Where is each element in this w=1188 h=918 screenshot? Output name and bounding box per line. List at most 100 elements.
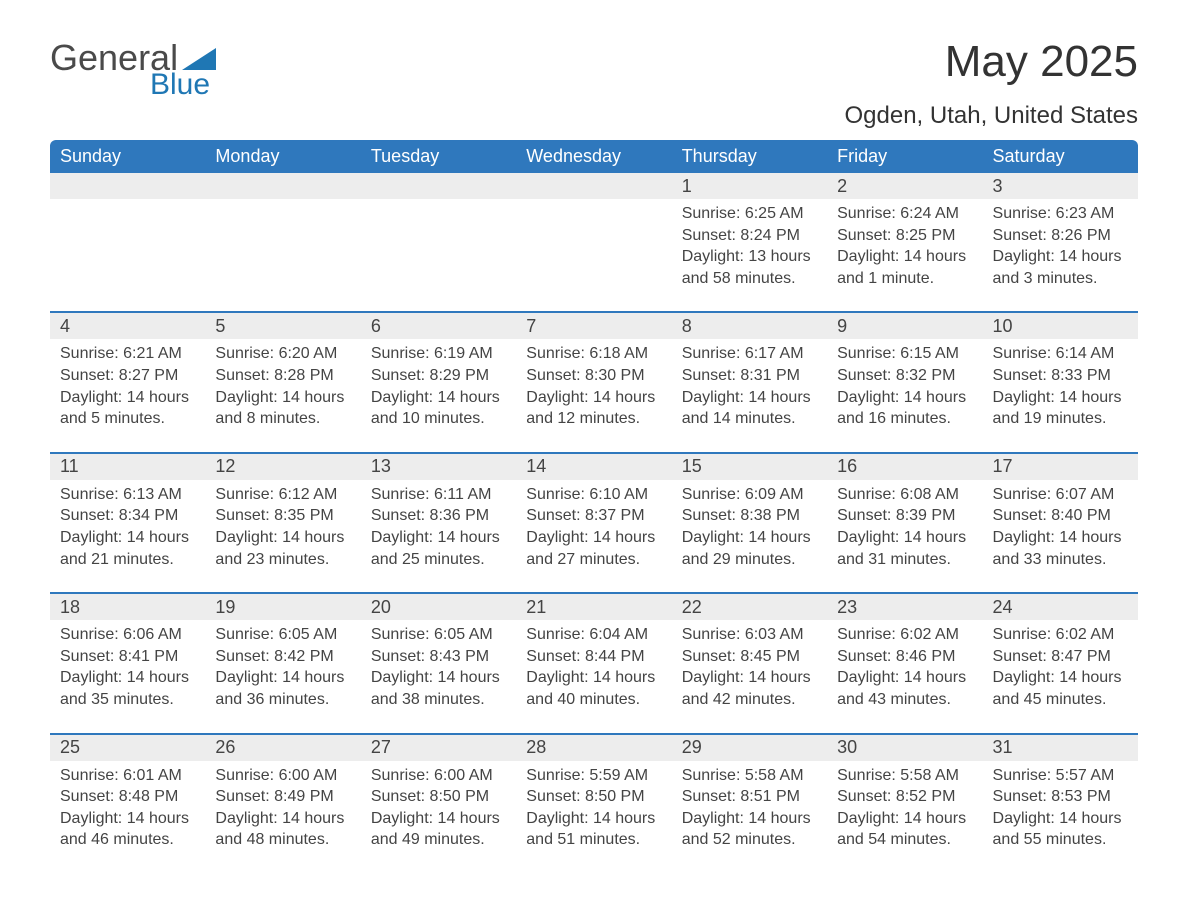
day-detail-row: Sunrise: 6:01 AMSunset: 8:48 PMDaylight:… <box>50 761 1138 873</box>
day-detail-row: Sunrise: 6:06 AMSunset: 8:41 PMDaylight:… <box>50 620 1138 733</box>
title-block: May 2025 Ogden, Utah, United States <box>844 40 1138 130</box>
day-number: 29 <box>672 735 827 761</box>
sunrise-text: Sunrise: 6:04 AM <box>526 624 661 646</box>
day-detail: Sunrise: 6:03 AMSunset: 8:45 PMDaylight:… <box>672 620 827 733</box>
day-detail: Sunrise: 6:05 AMSunset: 8:42 PMDaylight:… <box>205 620 360 733</box>
sunset-text: Sunset: 8:28 PM <box>215 365 350 387</box>
sunset-text: Sunset: 8:36 PM <box>371 505 506 527</box>
day-number: 7 <box>516 313 671 339</box>
sunrise-text: Sunrise: 6:15 AM <box>837 343 972 365</box>
daylight-text: Daylight: 14 hours and 16 minutes. <box>837 387 972 430</box>
sunset-text: Sunset: 8:34 PM <box>60 505 195 527</box>
sunset-text: Sunset: 8:48 PM <box>60 786 195 808</box>
sunrise-text: Sunrise: 6:07 AM <box>993 484 1128 506</box>
sunrise-text: Sunrise: 6:23 AM <box>993 203 1128 225</box>
day-number: 1 <box>672 173 827 199</box>
day-number: 11 <box>50 454 205 480</box>
sunrise-text: Sunrise: 6:25 AM <box>682 203 817 225</box>
daylight-text: Daylight: 14 hours and 45 minutes. <box>993 667 1128 710</box>
daylight-text: Daylight: 14 hours and 10 minutes. <box>371 387 506 430</box>
day-number-row: 123 <box>50 173 1138 199</box>
day-detail: Sunrise: 6:12 AMSunset: 8:35 PMDaylight:… <box>205 480 360 593</box>
location-label: Ogden, Utah, United States <box>844 102 1138 130</box>
sunrise-text: Sunrise: 6:02 AM <box>993 624 1128 646</box>
day-number: 31 <box>983 735 1138 761</box>
daylight-text: Daylight: 14 hours and 54 minutes. <box>837 808 972 851</box>
day-detail: Sunrise: 6:11 AMSunset: 8:36 PMDaylight:… <box>361 480 516 593</box>
sunset-text: Sunset: 8:45 PM <box>682 646 817 668</box>
sunset-text: Sunset: 8:33 PM <box>993 365 1128 387</box>
calendar-table: SundayMondayTuesdayWednesdayThursdayFrid… <box>50 140 1138 873</box>
sunset-text: Sunset: 8:43 PM <box>371 646 506 668</box>
daylight-text: Daylight: 14 hours and 1 minute. <box>837 246 972 289</box>
month-title: May 2025 <box>844 40 1138 84</box>
daylight-text: Daylight: 14 hours and 27 minutes. <box>526 527 661 570</box>
day-detail: Sunrise: 6:01 AMSunset: 8:48 PMDaylight:… <box>50 761 205 873</box>
sunrise-text: Sunrise: 6:00 AM <box>371 765 506 787</box>
day-number: 30 <box>827 735 982 761</box>
day-number: 3 <box>983 173 1138 199</box>
day-number: 28 <box>516 735 671 761</box>
daylight-text: Daylight: 14 hours and 14 minutes. <box>682 387 817 430</box>
sunrise-text: Sunrise: 6:18 AM <box>526 343 661 365</box>
day-number: 25 <box>50 735 205 761</box>
weekday-header: Wednesday <box>516 140 671 173</box>
day-number: 23 <box>827 594 982 620</box>
day-number: 22 <box>672 594 827 620</box>
sunrise-text: Sunrise: 5:57 AM <box>993 765 1128 787</box>
sunset-text: Sunset: 8:41 PM <box>60 646 195 668</box>
day-number: 15 <box>672 454 827 480</box>
sunrise-text: Sunrise: 6:05 AM <box>215 624 350 646</box>
daylight-text: Daylight: 14 hours and 19 minutes. <box>993 387 1128 430</box>
day-detail: Sunrise: 6:10 AMSunset: 8:37 PMDaylight:… <box>516 480 671 593</box>
sunrise-text: Sunrise: 6:13 AM <box>60 484 195 506</box>
weekday-header: Thursday <box>672 140 827 173</box>
weekday-header: Tuesday <box>361 140 516 173</box>
sunset-text: Sunset: 8:49 PM <box>215 786 350 808</box>
sunset-text: Sunset: 8:38 PM <box>682 505 817 527</box>
daylight-text: Daylight: 14 hours and 8 minutes. <box>215 387 350 430</box>
day-detail: Sunrise: 5:58 AMSunset: 8:51 PMDaylight:… <box>672 761 827 873</box>
sunset-text: Sunset: 8:44 PM <box>526 646 661 668</box>
sunset-text: Sunset: 8:31 PM <box>682 365 817 387</box>
sunset-text: Sunset: 8:40 PM <box>993 505 1128 527</box>
day-detail: Sunrise: 6:17 AMSunset: 8:31 PMDaylight:… <box>672 339 827 452</box>
sunset-text: Sunset: 8:35 PM <box>215 505 350 527</box>
sunset-text: Sunset: 8:42 PM <box>215 646 350 668</box>
day-detail: Sunrise: 6:08 AMSunset: 8:39 PMDaylight:… <box>827 480 982 593</box>
sunset-text: Sunset: 8:25 PM <box>837 225 972 247</box>
sunset-text: Sunset: 8:46 PM <box>837 646 972 668</box>
sunrise-text: Sunrise: 5:58 AM <box>682 765 817 787</box>
weekday-header: Sunday <box>50 140 205 173</box>
weekday-header: Monday <box>205 140 360 173</box>
sunrise-text: Sunrise: 6:03 AM <box>682 624 817 646</box>
day-detail-row: Sunrise: 6:13 AMSunset: 8:34 PMDaylight:… <box>50 480 1138 593</box>
day-detail-row: Sunrise: 6:21 AMSunset: 8:27 PMDaylight:… <box>50 339 1138 452</box>
calendar-header-row: SundayMondayTuesdayWednesdayThursdayFrid… <box>50 140 1138 173</box>
daylight-text: Daylight: 14 hours and 5 minutes. <box>60 387 195 430</box>
day-detail: Sunrise: 5:58 AMSunset: 8:52 PMDaylight:… <box>827 761 982 873</box>
sunset-text: Sunset: 8:39 PM <box>837 505 972 527</box>
day-detail: Sunrise: 6:07 AMSunset: 8:40 PMDaylight:… <box>983 480 1138 593</box>
day-detail: Sunrise: 6:20 AMSunset: 8:28 PMDaylight:… <box>205 339 360 452</box>
daylight-text: Daylight: 14 hours and 36 minutes. <box>215 667 350 710</box>
daylight-text: Daylight: 14 hours and 21 minutes. <box>60 527 195 570</box>
sunrise-text: Sunrise: 6:10 AM <box>526 484 661 506</box>
brand-name-part2: Blue <box>150 70 216 100</box>
empty-day-detail <box>516 199 671 312</box>
daylight-text: Daylight: 14 hours and 49 minutes. <box>371 808 506 851</box>
sunrise-text: Sunrise: 6:24 AM <box>837 203 972 225</box>
page-header: General Blue May 2025 Ogden, Utah, Unite… <box>50 40 1138 130</box>
day-number: 26 <box>205 735 360 761</box>
day-number: 14 <box>516 454 671 480</box>
day-detail: Sunrise: 5:59 AMSunset: 8:50 PMDaylight:… <box>516 761 671 873</box>
daylight-text: Daylight: 14 hours and 31 minutes. <box>837 527 972 570</box>
day-detail: Sunrise: 6:19 AMSunset: 8:29 PMDaylight:… <box>361 339 516 452</box>
sunset-text: Sunset: 8:30 PM <box>526 365 661 387</box>
daylight-text: Daylight: 14 hours and 23 minutes. <box>215 527 350 570</box>
day-detail: Sunrise: 6:02 AMSunset: 8:47 PMDaylight:… <box>983 620 1138 733</box>
sunset-text: Sunset: 8:50 PM <box>371 786 506 808</box>
day-number: 17 <box>983 454 1138 480</box>
sunset-text: Sunset: 8:37 PM <box>526 505 661 527</box>
day-number-row: 45678910 <box>50 313 1138 339</box>
